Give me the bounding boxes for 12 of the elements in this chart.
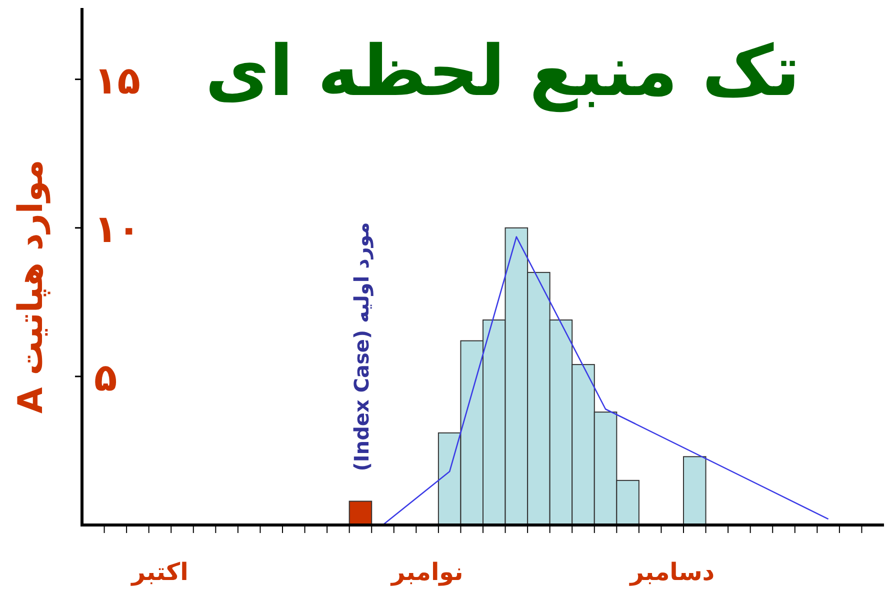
bar: [683, 456, 706, 526]
y-tick-label: ۵: [94, 355, 118, 400]
x-tick-label: نوامبر: [390, 558, 464, 586]
y-axis-title: موارد هپاتیت A: [11, 160, 51, 414]
y-tick-label: ۱۵: [94, 58, 140, 102]
x-tick-label: اکتبر: [130, 558, 188, 586]
x-tick-label: دسامبر: [629, 558, 715, 586]
annotation: (Index Case) مورد اولیه: [349, 222, 374, 472]
y-tick-label: ۱۰: [94, 206, 140, 251]
bar: [348, 500, 372, 526]
chart-title: تک منبع لحظه ای: [205, 30, 800, 113]
line-series: [382, 236, 829, 526]
